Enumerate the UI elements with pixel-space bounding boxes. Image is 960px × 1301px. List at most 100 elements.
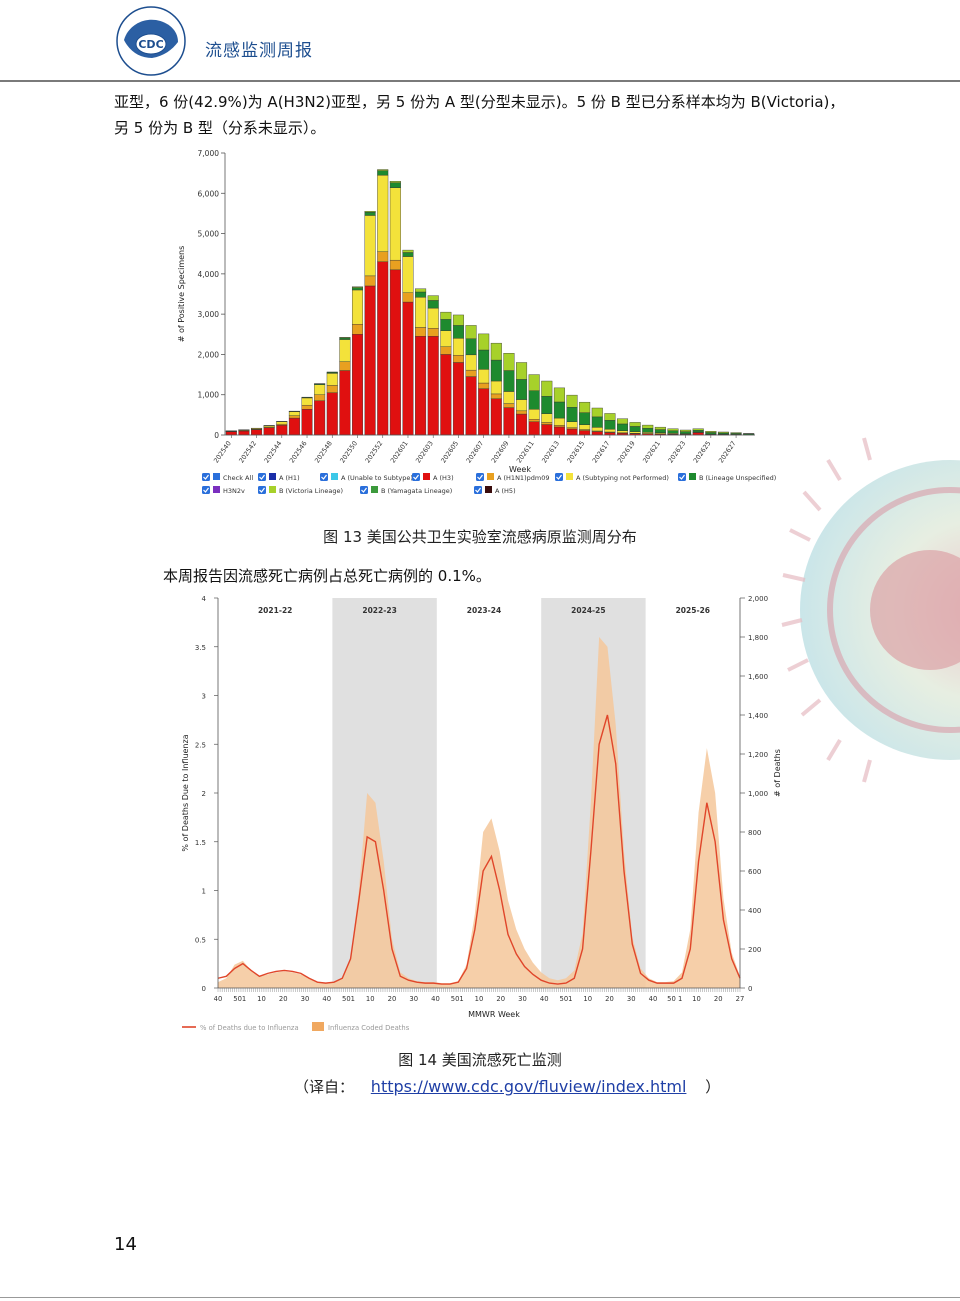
legend-swatch [423, 473, 430, 480]
x-tick-label: 40 [322, 995, 331, 1003]
bar-segment [490, 342, 502, 361]
x-tick-label: 40 [649, 995, 658, 1003]
virus-icon [781, 437, 960, 783]
bar-segment [288, 417, 300, 436]
bar-segment [427, 295, 439, 301]
y2-tick-label: 600 [748, 868, 761, 876]
bar-segment [717, 431, 729, 434]
bar-segment [553, 401, 565, 419]
positive-specimens-chart: 0 1,000 2,000 3,000 4,000 5,000 6,000 7,000 # of… [177, 149, 776, 495]
bar-segment [478, 388, 490, 436]
bar-segment [616, 418, 629, 425]
y-axis-title: % of Deaths Due to Influenza [181, 734, 190, 851]
x-tick-label: 202615 [565, 440, 586, 465]
legend-swatch [566, 473, 573, 480]
x-tick-label: 10 [257, 995, 266, 1003]
x-tick-label: 501 [451, 995, 464, 1003]
bar-segment [629, 426, 641, 432]
bar-segment [326, 392, 338, 436]
bar-segment [377, 170, 389, 176]
bar-segment [490, 380, 502, 395]
header-title: 流感监测周报 [205, 41, 313, 61]
bar-segment [440, 354, 452, 436]
bar-segment [377, 169, 389, 171]
bar-segment [389, 259, 401, 271]
y-tick-label: 4 [202, 595, 207, 603]
legend-label: A (Subtyping not Performed) [576, 474, 669, 482]
legend-label: A (H3) [433, 474, 454, 482]
y-tick-label: 0 [214, 431, 219, 440]
bar-segment [528, 419, 540, 422]
check-icon [413, 474, 419, 480]
bar-segment [364, 285, 376, 436]
bar-segment [301, 404, 313, 410]
bar-segment [490, 359, 502, 382]
bar-segment [465, 376, 477, 436]
bar-segment [415, 336, 427, 436]
deaths-area [218, 637, 740, 988]
x-tick-label: 202607 [465, 440, 486, 465]
bar-segment [616, 423, 629, 431]
bar-segment [692, 428, 704, 431]
legend-swatch [689, 473, 696, 480]
bar-segment [591, 416, 603, 428]
bar-segment [440, 330, 452, 347]
bar-segment [402, 301, 414, 436]
bar-segment [339, 361, 351, 371]
bar-segment [389, 181, 401, 184]
bar-segment [314, 394, 326, 401]
y-tick-label: 0.5 [195, 936, 206, 944]
bar-segment [364, 212, 376, 216]
legend-checkbox [476, 473, 484, 481]
bar-segment [490, 393, 502, 399]
x-tick-label: 202613 [540, 440, 561, 465]
bar-segment [225, 431, 237, 436]
bar-segment [377, 174, 389, 252]
x-tick-label: 202611 [515, 440, 536, 465]
legend-swatch [487, 473, 494, 480]
bar-segment [314, 384, 326, 395]
bar-segment [541, 380, 553, 397]
x-tick-label: 10 [475, 995, 484, 1003]
check-icon [259, 474, 265, 480]
bar-segment [503, 391, 515, 404]
x-tick-label: 10 [583, 995, 592, 1003]
bar-segment [276, 421, 288, 425]
y-tick-label: 2.5 [195, 741, 206, 749]
bar-segment [377, 261, 389, 436]
y-tick-label: 1 [202, 888, 206, 896]
bar-segment [553, 425, 565, 428]
x-tick-label: 10 [692, 995, 701, 1003]
source-link[interactable]: https://www.cdc.gov/fluview/index.html [370, 1077, 687, 1096]
fig13-caption: 图 13 美国公共卫生实验室流感病原监测周分布 [323, 528, 637, 546]
bar-segment [730, 432, 742, 434]
y-tick-label: 1.5 [195, 839, 206, 847]
bar-segment [629, 431, 641, 434]
bar-segment [402, 292, 414, 303]
bar-segment [238, 430, 250, 436]
bar-segment [339, 370, 351, 436]
y-tick-label: 2 [202, 790, 206, 798]
bar-segment [553, 417, 565, 426]
bar-segment [516, 362, 528, 380]
legend-label: A (H1) [279, 474, 300, 482]
intro-line-1: 亚型，6 份(42.9%)为 A(H3N2)亚型，另 5 份为 A 型(分型未显… [114, 93, 845, 111]
y-tick-label: 4,000 [198, 270, 220, 279]
x-tick-label: 202621 [641, 440, 662, 465]
x-axis-title: Week [509, 465, 531, 474]
svg-text:CDC: CDC [138, 38, 163, 51]
legend-label: A (Unable to Subtype) [341, 474, 413, 482]
bar-segment [528, 390, 540, 410]
bar-segment [339, 337, 351, 340]
bar-segment [478, 369, 490, 384]
bar-segment [326, 385, 338, 393]
x-tick-label: 501 [342, 995, 355, 1003]
bar-segment [579, 430, 591, 436]
bar-segment [553, 426, 565, 436]
x-tick-label: 202627 [717, 440, 738, 465]
bar-segment [326, 373, 338, 386]
legend-checkbox [360, 486, 368, 494]
legend-checkbox [202, 473, 210, 481]
bar-segment [452, 338, 464, 356]
x-tick-label: 501 [560, 995, 573, 1003]
